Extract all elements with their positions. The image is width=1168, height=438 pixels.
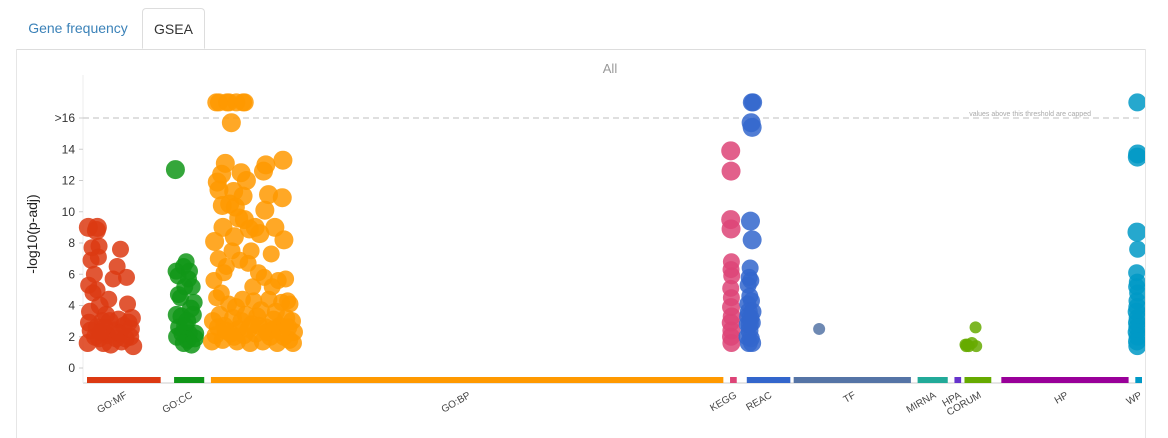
source-bar — [730, 377, 737, 383]
data-point[interactable] — [1128, 337, 1145, 356]
source-bar — [746, 377, 791, 383]
data-point[interactable] — [180, 262, 198, 280]
data-point[interactable] — [743, 334, 762, 352]
data-point[interactable] — [242, 242, 260, 260]
y-tick-label: 10 — [62, 205, 76, 219]
source-bar — [87, 377, 161, 383]
data-point[interactable] — [100, 312, 119, 331]
data-point[interactable] — [1127, 222, 1145, 242]
data-point[interactable] — [273, 150, 293, 170]
data-point[interactable] — [256, 155, 276, 175]
source-bar — [1135, 377, 1142, 383]
data-point[interactable] — [78, 334, 97, 352]
data-point[interactable] — [743, 302, 762, 321]
data-point[interactable] — [209, 180, 229, 200]
chart-panel: All -log10(p-adj) values above this thre… — [16, 49, 1146, 438]
source-bar — [210, 377, 724, 383]
data-point[interactable] — [244, 278, 262, 296]
data-point[interactable] — [740, 211, 760, 231]
x-tick-label: MIRNA — [905, 390, 939, 416]
data-point[interactable] — [277, 270, 295, 288]
data-point[interactable] — [202, 332, 221, 351]
data-point[interactable] — [742, 117, 762, 137]
x-tick-label: WP — [1125, 390, 1145, 408]
data-point[interactable] — [224, 227, 244, 247]
data-point[interactable] — [721, 219, 741, 239]
x-tick-label: GO:CC — [161, 390, 195, 416]
data-point[interactable] — [250, 224, 270, 244]
y-tick-label: 14 — [62, 142, 76, 156]
x-tick-label: TF — [842, 390, 858, 406]
data-point[interactable] — [272, 188, 292, 208]
data-point[interactable] — [183, 278, 201, 296]
y-tick-label: 0 — [68, 361, 75, 375]
data-point[interactable] — [225, 327, 244, 346]
data-point[interactable] — [721, 161, 741, 181]
tab-gene-frequency[interactable]: Gene frequency — [28, 20, 128, 36]
data-point[interactable] — [236, 171, 256, 190]
x-tick-label: KEGG — [708, 390, 739, 414]
manhattan-plot: All -log10(p-adj) values above this thre… — [24, 61, 1145, 418]
x-tick-label: HP — [1053, 390, 1071, 407]
source-bar — [964, 377, 992, 383]
y-tick-label: 8 — [68, 236, 75, 250]
data-point[interactable] — [221, 113, 241, 133]
data-point[interactable] — [215, 264, 233, 282]
data-point[interactable] — [111, 240, 129, 258]
x-tick-label: GO:BP — [440, 390, 473, 416]
source-bar — [793, 377, 911, 383]
data-point[interactable] — [233, 186, 253, 206]
data-point[interactable] — [169, 286, 187, 304]
data-point[interactable] — [970, 340, 983, 353]
data-point[interactable] — [742, 230, 762, 250]
source-bar — [174, 377, 205, 383]
x-tick-label: GO:MF — [95, 390, 129, 416]
data-point[interactable] — [279, 318, 298, 337]
points-layer — [78, 93, 1145, 356]
data-point[interactable] — [723, 267, 741, 285]
data-point[interactable] — [969, 321, 982, 334]
data-point[interactable] — [722, 334, 741, 352]
data-point[interactable] — [84, 284, 102, 302]
source-bar — [1001, 377, 1129, 383]
data-point[interactable] — [215, 153, 235, 173]
threshold-label: values above this threshold are capped — [969, 111, 1091, 118]
y-axis-label: -log10(p-adj) — [24, 194, 40, 273]
data-point[interactable] — [281, 295, 299, 313]
data-point[interactable] — [1127, 147, 1145, 167]
source-bar — [917, 377, 948, 383]
data-point[interactable] — [118, 268, 136, 286]
data-point[interactable] — [721, 141, 741, 161]
data-point[interactable] — [90, 237, 108, 255]
tab-bar: Gene frequency GSEA — [16, 8, 1146, 50]
data-point[interactable] — [85, 265, 103, 283]
data-point[interactable] — [165, 160, 185, 180]
y-tick-label: 12 — [62, 174, 76, 188]
data-point[interactable] — [178, 312, 197, 331]
y-tick-label: >16 — [55, 111, 76, 125]
data-point[interactable] — [1128, 93, 1145, 112]
data-point[interactable] — [205, 231, 225, 251]
data-point[interactable] — [87, 217, 107, 237]
data-point[interactable] — [235, 93, 254, 112]
y-tick-label: 2 — [68, 330, 75, 344]
y-tick-label: 6 — [68, 267, 75, 281]
data-point[interactable] — [744, 93, 763, 112]
data-point[interactable] — [813, 322, 826, 335]
data-point[interactable] — [1129, 240, 1145, 258]
data-point[interactable] — [119, 295, 137, 313]
data-point[interactable] — [255, 200, 275, 220]
data-point[interactable] — [274, 230, 294, 250]
y-tick-label: 4 — [68, 299, 75, 313]
chart-title: All — [603, 61, 618, 76]
data-point[interactable] — [121, 319, 140, 338]
data-point[interactable] — [283, 334, 302, 352]
data-point[interactable] — [182, 335, 201, 354]
data-point[interactable] — [100, 290, 118, 308]
source-bar — [954, 377, 962, 383]
data-point[interactable] — [234, 210, 254, 230]
data-point[interactable] — [262, 245, 280, 263]
x-tick-label: REAC — [744, 390, 774, 413]
tab-gsea[interactable]: GSEA — [142, 8, 205, 49]
